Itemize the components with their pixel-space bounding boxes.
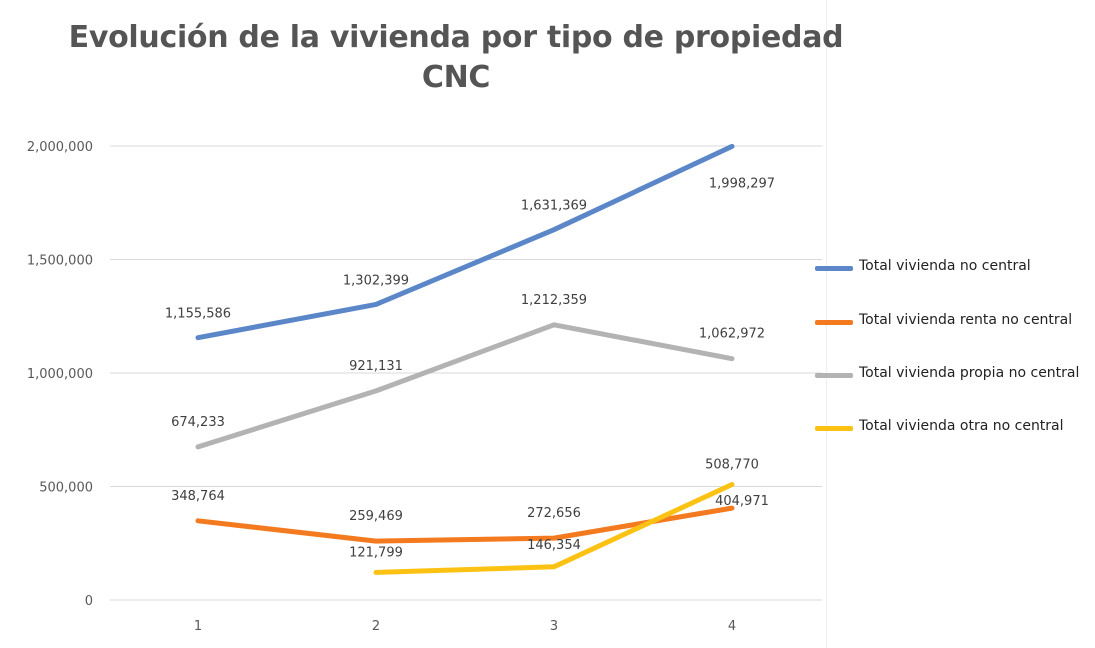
legend-swatch <box>815 373 853 378</box>
data-label: 259,469 <box>349 509 403 524</box>
legend-label: Total vivienda no central <box>859 258 1031 274</box>
legend-item: Total vivienda propia no central <box>815 363 1095 389</box>
data-label: 404,971 <box>715 494 769 509</box>
y-tick-label: 0 <box>85 594 93 609</box>
legend-label: Total vivienda propia no central <box>859 365 1080 381</box>
data-label: 1,062,972 <box>699 327 765 342</box>
data-label: 121,799 <box>349 545 403 560</box>
legend-item: Total vivienda no central <box>815 256 1095 282</box>
series-line <box>195 322 735 450</box>
series-line <box>195 143 735 341</box>
series-line <box>373 482 735 575</box>
data-label: 1,155,586 <box>165 307 231 322</box>
data-label: 348,764 <box>171 489 225 504</box>
data-label: 146,354 <box>527 538 581 553</box>
legend-swatch <box>815 266 853 271</box>
legend-item: Total vivienda otra no central <box>815 416 1095 442</box>
data-label: 1,998,297 <box>709 176 775 191</box>
legend-label: Total vivienda renta no central <box>859 312 1073 328</box>
chart-title-line-2: CNC <box>421 60 491 95</box>
chart-title: Evolución de la vivienda por tipo de pro… <box>0 18 912 98</box>
chart-title-line-1: Evolución de la vivienda por tipo de pro… <box>68 20 844 55</box>
legend-swatch <box>815 320 853 325</box>
legend-swatch <box>815 426 853 431</box>
data-label: 1,212,359 <box>521 293 587 308</box>
series-line <box>195 505 735 544</box>
y-tick-label: 1,500,000 <box>27 254 93 269</box>
y-tick-label: 500,000 <box>39 481 93 496</box>
data-label: 508,770 <box>705 458 759 473</box>
data-label: 1,631,369 <box>521 199 587 214</box>
data-label: 674,233 <box>171 415 225 430</box>
legend-item: Total vivienda renta no central <box>815 310 1095 336</box>
x-tick-label: 2 <box>372 619 380 634</box>
data-label: 921,131 <box>349 359 403 374</box>
legend-label: Total vivienda otra no central <box>859 418 1064 434</box>
data-label: 1,302,399 <box>343 273 409 288</box>
x-tick-label: 1 <box>194 619 202 634</box>
y-tick-label: 2,000,000 <box>27 140 93 155</box>
x-tick-label: 4 <box>728 619 736 634</box>
x-tick-label: 3 <box>550 619 558 634</box>
data-label: 272,656 <box>527 506 581 521</box>
y-tick-label: 1,000,000 <box>27 367 93 382</box>
